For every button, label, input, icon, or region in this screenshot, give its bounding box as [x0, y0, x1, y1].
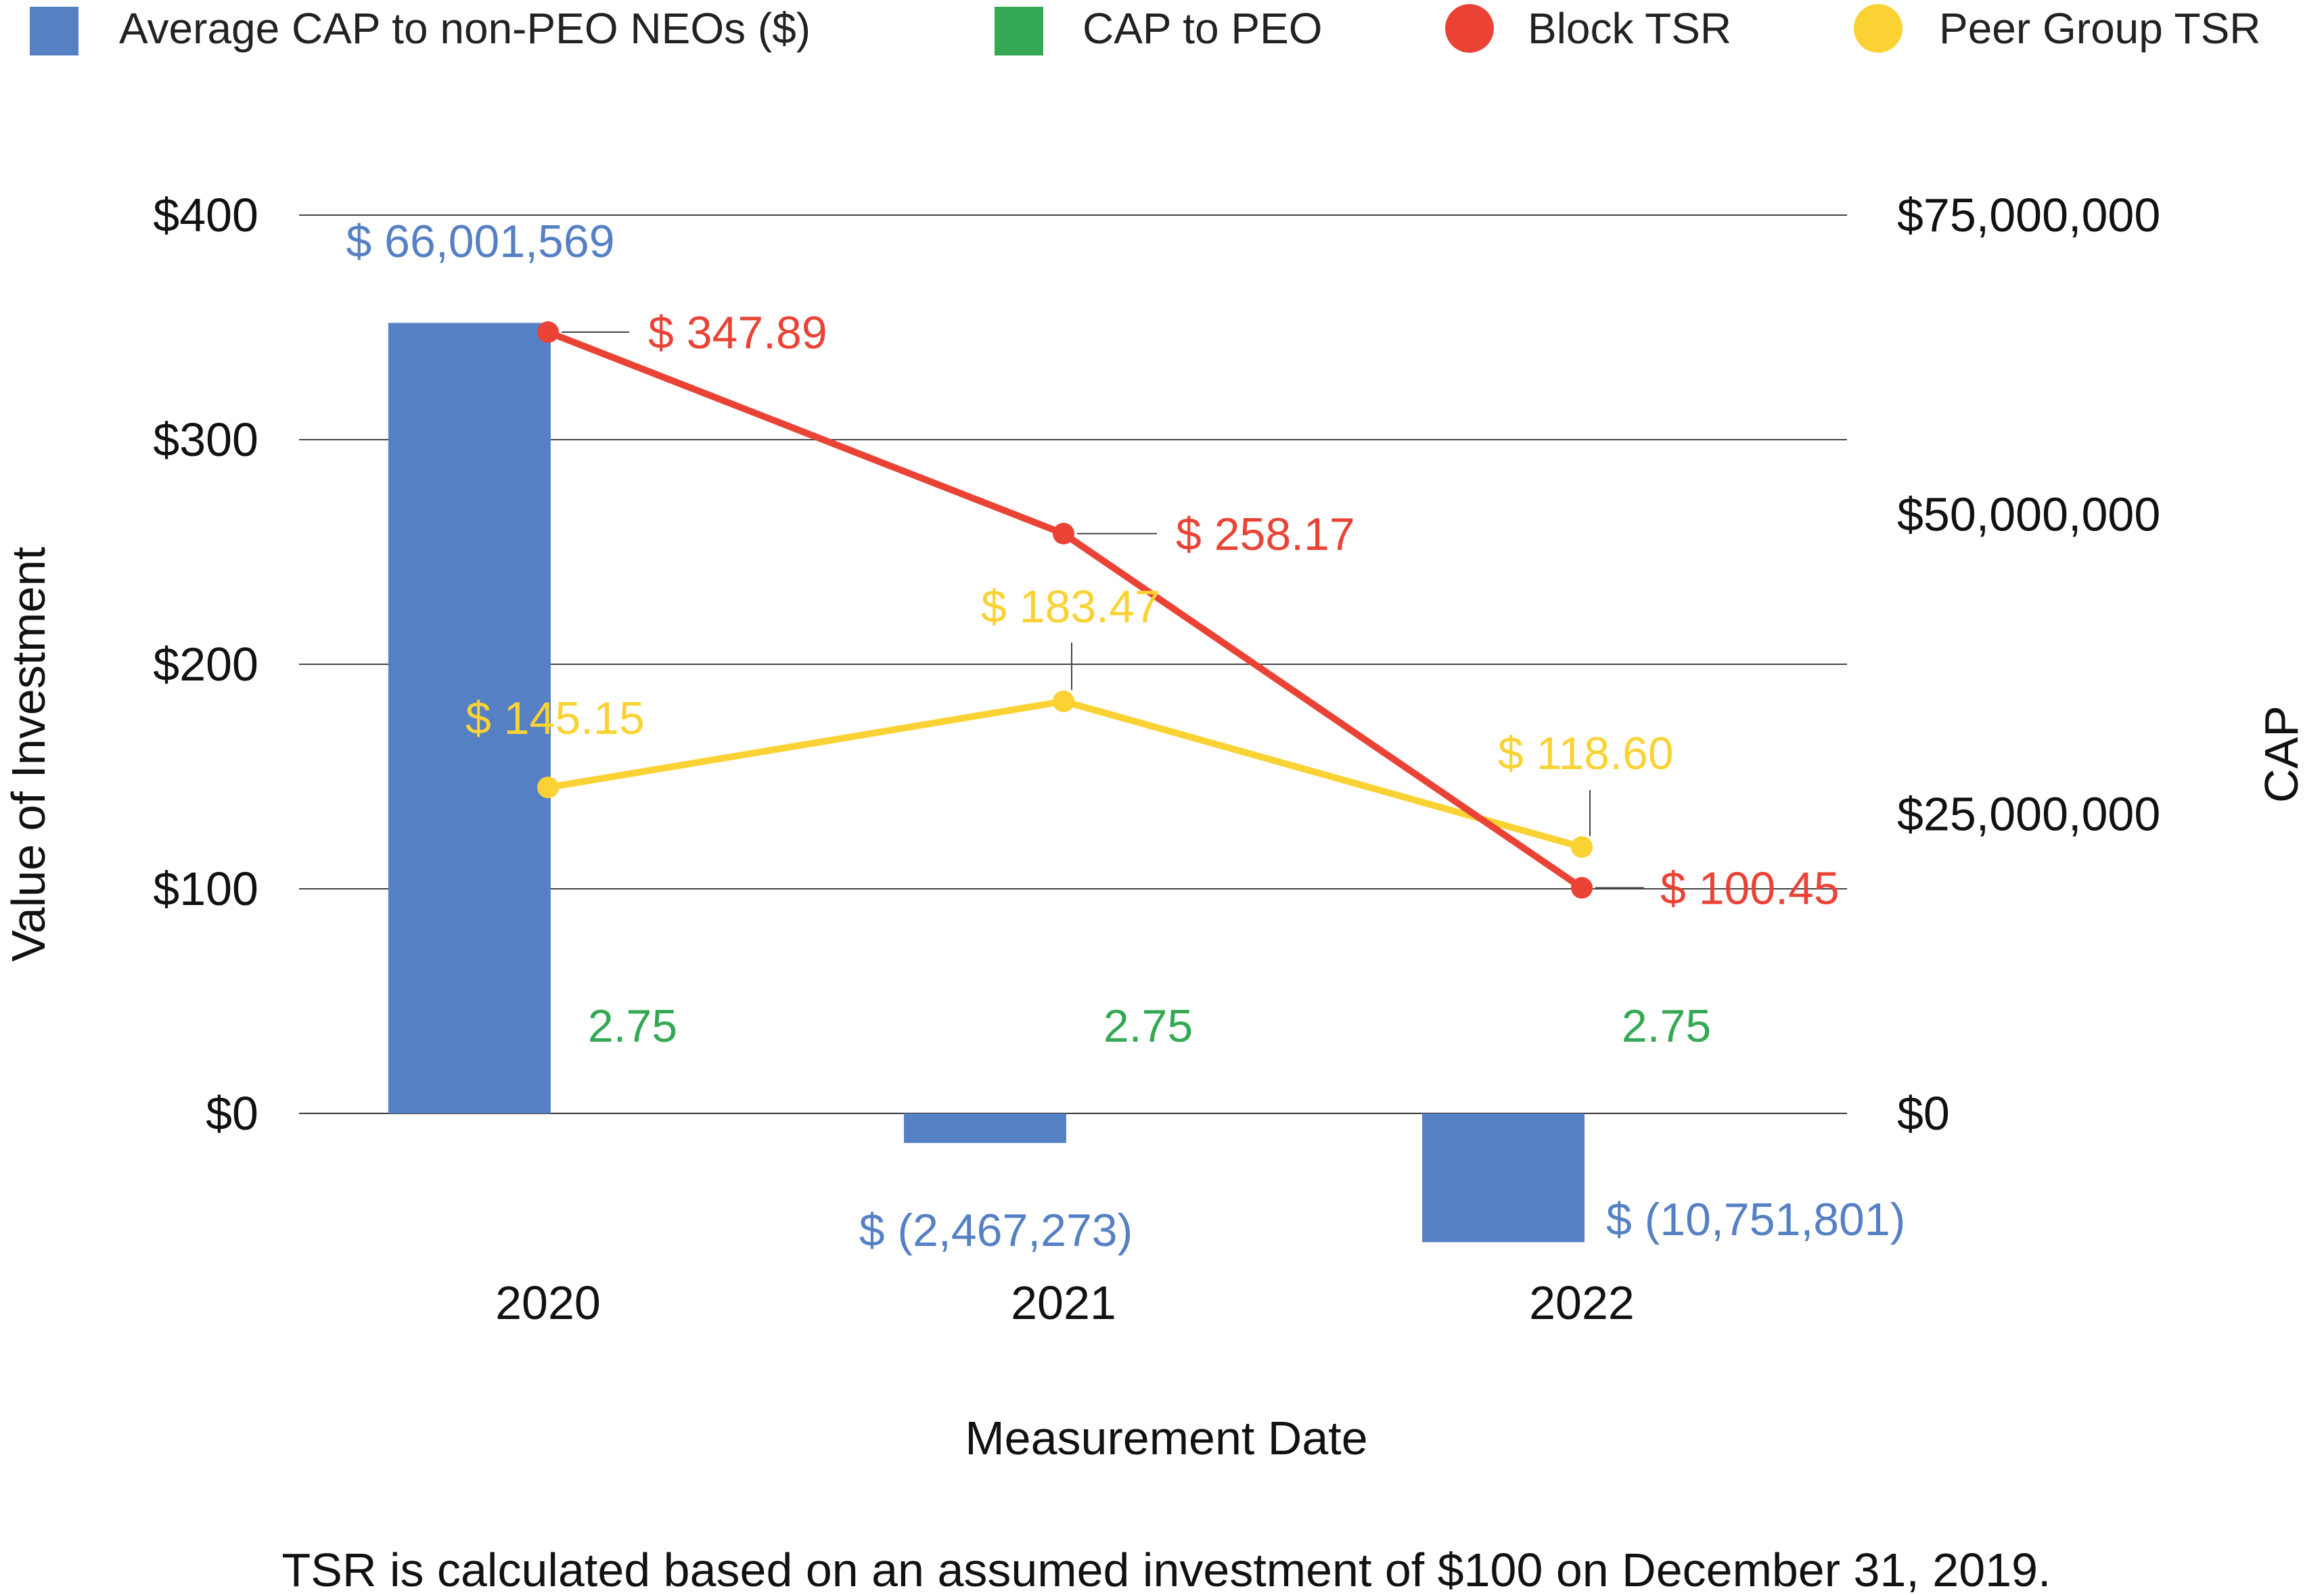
left-tick-label: $300: [153, 413, 258, 466]
bar-value-label: $ 66,001,569: [346, 216, 614, 267]
left-tick-label: $200: [153, 638, 258, 691]
legend-label-peer-group-tsr: Peer Group TSR: [1939, 4, 2260, 53]
right-tick-label: $50,000,000: [1897, 488, 2160, 541]
cap-peo-value-label: 2.75: [1622, 1000, 1711, 1052]
peer-tsr-value-label: $ 118.60: [1498, 728, 1674, 779]
x-axis-ticks: 2020 2021 2022: [495, 1276, 1635, 1329]
peer-tsr-value-label: $ 145.15: [465, 693, 645, 744]
legend-swatch-peer-group-tsr: [1854, 4, 1903, 53]
x-tick-label: 2020: [495, 1276, 601, 1329]
bar-value-label: $ (2,467,273): [859, 1205, 1133, 1256]
left-tick-label: $400: [153, 189, 258, 241]
legend-swatch-avg-cap-non-peo: [30, 7, 78, 55]
legend-swatch-cap-peo: [995, 7, 1043, 55]
bars: [388, 323, 1585, 1243]
cap-peo-value-label: 2.75: [1103, 1000, 1193, 1052]
block-tsr-value-label: $ 100.45: [1660, 863, 1840, 915]
peer-group-tsr-point: [537, 777, 559, 799]
legend-label-cap-peo: CAP to PEO: [1083, 4, 1323, 53]
data-labels: $ 66,001,569 $ (2,467,273) $ (10,751,801) 2…: [346, 216, 1905, 1256]
legend-swatch-block-tsr: [1445, 4, 1494, 53]
cap-peo-value-label: 2.75: [588, 1000, 677, 1052]
left-tick-label: $100: [153, 862, 258, 915]
y-axis-title-right: CAP: [2255, 706, 2308, 803]
bar-avg-cap-non-peo: [1422, 1113, 1585, 1243]
peer-group-tsr-point: [1053, 690, 1074, 712]
block-tsr-point: [1053, 522, 1074, 545]
left-axis-ticks: $0 $100 $200 $300 $400: [153, 189, 258, 1140]
block-tsr-point: [1571, 877, 1593, 899]
right-tick-label: $75,000,000: [1897, 189, 2160, 241]
block-tsr-value-label: $ 347.89: [648, 307, 827, 359]
x-tick-label: 2022: [1529, 1276, 1635, 1329]
lines: [537, 321, 1593, 899]
x-axis-title: Measurement Date: [965, 1412, 1367, 1464]
right-tick-label: $25,000,000: [1897, 787, 2160, 840]
legend-label-block-tsr: Block TSR: [1528, 4, 1731, 53]
bar-avg-cap-non-peo: [388, 323, 551, 1113]
block-tsr-value-label: $ 258.17: [1176, 509, 1355, 560]
peer-tsr-value-label: $ 183.47: [981, 581, 1160, 632]
left-tick-label: $0: [206, 1087, 258, 1140]
bar-avg-cap-non-peo: [904, 1113, 1066, 1143]
y-axis-title-left: Value of Investment: [2, 547, 55, 962]
peer-group-tsr-line: [545, 697, 1585, 851]
footnote: TSR is calculated based on an assumed in…: [282, 1544, 2051, 1595]
peer-group-tsr-point: [1571, 836, 1593, 858]
bar-value-label: $ (10,751,801): [1606, 1194, 1905, 1245]
legend-label-avg-cap-non-peo: Average CAP to non-PEO NEOs ($): [119, 4, 811, 53]
right-tick-label: $0: [1897, 1087, 1950, 1140]
right-axis-ticks: $0 $25,000,000 $50,000,000 $75,000,000: [1897, 189, 2160, 1140]
block-tsr-point: [537, 321, 559, 344]
legend: Average CAP to non-PEO NEOs ($) CAP to P…: [30, 4, 2260, 55]
x-tick-label: 2021: [1011, 1276, 1116, 1329]
